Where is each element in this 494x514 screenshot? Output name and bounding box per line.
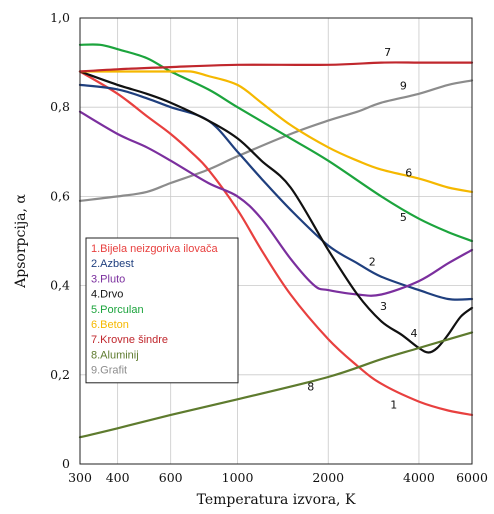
series-line-5 (78, 43, 474, 243)
curve-number-6: 6 (405, 166, 412, 179)
legend-entry-4: 4.Drvo (91, 289, 123, 301)
plot-area (78, 43, 474, 439)
legend-entry-7: 7.Krovne šindre (91, 334, 168, 346)
curve-number-1: 1 (390, 398, 397, 411)
legend-entry-9: 9.Grafit (91, 365, 127, 377)
x-axis-title: Temperatura izvora, K (197, 492, 356, 508)
legend-entry-6: 6.Beton (91, 319, 129, 331)
series-line-1 (78, 70, 474, 416)
curve-number-labels: 1 2 3 4 5 6 7 8 9 (307, 46, 417, 411)
curve-number-4: 4 (410, 327, 417, 340)
legend-entry-2: 2.Azbest (91, 258, 134, 270)
curve-number-5: 5 (400, 211, 407, 224)
x-tick-label: 6000 (456, 470, 488, 485)
x-tick-label: 600 (159, 470, 183, 485)
y-tick-label: 0,8 (50, 99, 70, 114)
curve-number-2: 2 (369, 256, 376, 269)
legend-entry-5: 5.Porculan (91, 304, 144, 316)
curve-number-9: 9 (400, 79, 407, 92)
x-tick-label: 2000 (312, 470, 344, 485)
plot-frame (79, 17, 473, 465)
y-tick-label: 0 (62, 456, 70, 471)
series-line-2 (78, 83, 474, 301)
legend-box (85, 237, 239, 384)
series-line-8 (78, 331, 474, 439)
series-line-7 (78, 61, 474, 73)
curve-number-7: 7 (384, 46, 391, 59)
legend-entry-1: 1.Bijela neizgoriva ilovača (91, 243, 218, 255)
legend-entry-8: 8.Aluminij (91, 349, 139, 361)
x-tick-label: 300 (68, 470, 92, 485)
series-line-4 (78, 70, 474, 354)
y-tick-labels: 0 0,2 0,4 0,6 0,8 1,0 (50, 10, 70, 471)
y-tick-label: 0,6 (50, 188, 70, 203)
x-tick-label: 1000 (222, 470, 254, 485)
series-line-9 (78, 79, 474, 202)
x-tick-label: 400 (106, 470, 130, 485)
x-tick-labels: 300 400 600 1000 2000 4000 6000 (68, 470, 488, 485)
legend-entry-3: 3.Pluto (91, 273, 125, 285)
y-axis-title: Apsorpcija, α (13, 194, 29, 289)
y-tick-label: 0,2 (50, 367, 70, 382)
series-line-6 (78, 70, 474, 193)
y-tick-label: 1,0 (50, 10, 70, 25)
legend: 1.Bijela neizgoriva ilovača 2.Azbest 3.Plu… (85, 237, 239, 384)
series-line-3 (78, 110, 474, 297)
x-tick-label: 4000 (403, 470, 435, 485)
curve-number-8: 8 (307, 380, 314, 393)
y-tick-label: 0,4 (50, 278, 70, 293)
curve-number-3: 3 (380, 300, 387, 313)
